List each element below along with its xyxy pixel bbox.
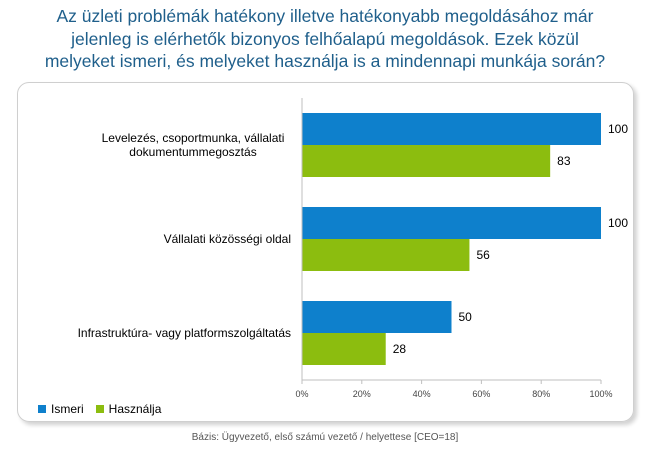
chart-title: Az üzleti problémák hatékony illetve hat… [10, 5, 640, 73]
bar-ismeri-2 [302, 301, 452, 333]
category-label-line: Levelezés, csoportmunka, vállalati [102, 131, 285, 145]
legend-swatch-hasznalja [95, 405, 104, 413]
legend-label-ismeri: Ismeri [51, 402, 84, 416]
bar-hasznalja-2 [302, 333, 386, 365]
category-label-0: Levelezés, csoportmunka, vállalati dokume… [102, 131, 285, 159]
x-tick-label: 20% [353, 389, 371, 399]
category-label-line: Infrastruktúra- vagy platformszolgáltatá… [78, 326, 291, 340]
category-label-line: Vállalati közösségi oldal [164, 232, 291, 246]
bar-ismeri-0 [302, 113, 601, 145]
data-label-hasznalja-2: 28 [393, 342, 407, 356]
x-tick-label: 100% [589, 389, 612, 399]
legend-item-ismeri: Ismeri [38, 402, 84, 416]
x-tick-label: 40% [413, 389, 431, 399]
chart-frame [17, 82, 634, 422]
legend-swatch-ismeri [38, 405, 46, 413]
category-label-1: Vállalati közösségi oldal [164, 232, 291, 246]
bar-hasznalja-1 [302, 239, 470, 271]
title-line-1: Az üzleti problémák hatékony illetve hat… [56, 6, 594, 26]
legend-label-hasznalja: Használja [108, 402, 162, 416]
category-label-line: dokumentummegosztás [129, 145, 256, 159]
data-label-ismeri-2: 50 [459, 310, 473, 324]
bar-ismeri-1 [302, 207, 601, 239]
data-label-hasznalja-0: 83 [557, 154, 571, 168]
footnote: Bázis: Ügyvezető, első számú vezető / he… [191, 432, 459, 443]
legend: Ismeri Használja [38, 402, 173, 416]
x-tick-label: 0% [295, 389, 308, 399]
title-line-2: jelenleg is elérhetők bizonyos felhőalap… [71, 28, 579, 49]
data-label-ismeri-1: 100 [608, 216, 628, 230]
x-tick-label: 80% [532, 389, 550, 399]
data-label-hasznalja-1: 56 [476, 248, 490, 262]
category-label-2: Infrastruktúra- vagy platformszolgáltatá… [78, 326, 291, 340]
legend-item-hasznalja: Használja [95, 402, 162, 416]
bar-hasznalja-0 [302, 145, 551, 177]
data-label-ismeri-0: 100 [608, 122, 628, 136]
title-line-3: melyeket ismeri, és melyeket használja i… [44, 51, 606, 71]
x-tick-label: 60% [472, 389, 490, 399]
